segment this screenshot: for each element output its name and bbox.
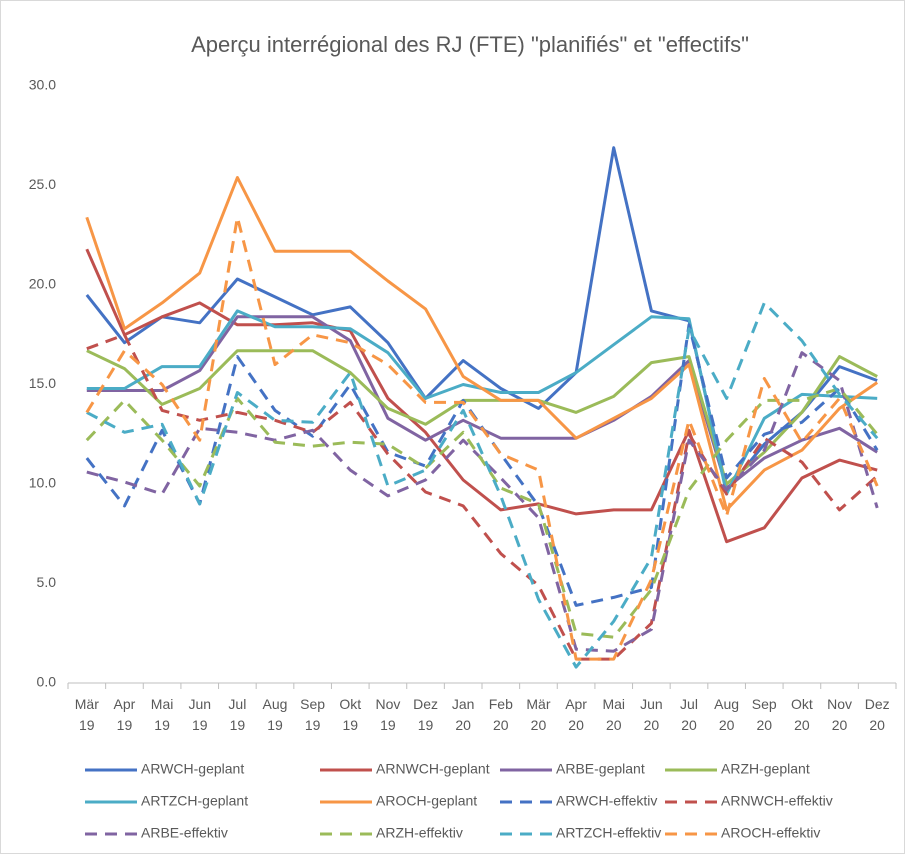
x-tick-label: Feb 20 <box>489 696 513 733</box>
x-tick-label: Apr 20 <box>565 696 587 733</box>
x-tick-label: Okt 19 <box>339 696 361 733</box>
y-tick-label: 10.0 <box>29 475 56 491</box>
x-tick-label: Aug 19 <box>263 696 288 733</box>
legend-label: ARWCH-geplant <box>141 761 244 777</box>
series-line <box>85 387 879 639</box>
legend-label: ARWCH-effektiv <box>556 793 657 809</box>
series-line <box>86 333 879 661</box>
legend-label: ARNWCH-effektiv <box>721 793 833 809</box>
legend-label: ARZH-effektiv <box>376 825 463 841</box>
x-tick-label: Dez 20 <box>865 696 890 733</box>
legend-label: AROCH-geplant <box>376 793 477 809</box>
x-tick-label: Mai 20 <box>602 696 625 733</box>
series-line <box>86 301 879 669</box>
x-tick-label: Sep 20 <box>752 696 777 733</box>
x-tick-label: Nov 19 <box>375 696 400 733</box>
legend-label: AROCH-effektiv <box>721 825 820 841</box>
x-tick-label: Jan 20 <box>452 696 475 733</box>
x-tick-label: Mär 19 <box>75 696 99 733</box>
legend-label: ARBE-geplant <box>556 761 645 777</box>
legend-label: ARTZCH-effektiv <box>556 825 661 841</box>
x-tick-label: Jul 20 <box>680 696 698 733</box>
legend-label: ARTZCH-geplant <box>141 793 248 809</box>
x-tick-label: Aug 20 <box>714 696 739 733</box>
x-tick-label: Mai 19 <box>151 696 174 733</box>
y-tick-label: 0.0 <box>37 674 57 690</box>
x-tick-label: Dez 19 <box>413 696 438 733</box>
legend-label: ARZH-geplant <box>721 761 810 777</box>
x-tick-label: Sep 19 <box>300 696 325 733</box>
series-line <box>85 176 879 512</box>
x-tick-label: Jul 19 <box>228 696 246 733</box>
x-tick-label: Nov 20 <box>827 696 852 733</box>
x-tick-label: Jun 19 <box>188 696 211 733</box>
x-tick-label: Okt 20 <box>791 696 813 733</box>
series-line <box>85 215 879 661</box>
y-tick-label: 30.0 <box>29 77 56 93</box>
x-tick-label: Mär 20 <box>526 696 550 733</box>
legend-label: ARNWCH-geplant <box>376 761 490 777</box>
y-tick-label: 25.0 <box>29 176 56 192</box>
y-tick-label: 15.0 <box>29 375 56 391</box>
chart-title: Aperçu interrégional des RJ (FTE) "plani… <box>191 32 749 57</box>
x-tick-label: Apr 19 <box>114 696 136 733</box>
y-tick-label: 5.0 <box>37 574 57 590</box>
legend-label: ARBE-effektiv <box>141 825 228 841</box>
series-line <box>85 248 878 544</box>
y-tick-label: 20.0 <box>29 276 56 292</box>
x-tick-label: Jun 20 <box>640 696 663 733</box>
